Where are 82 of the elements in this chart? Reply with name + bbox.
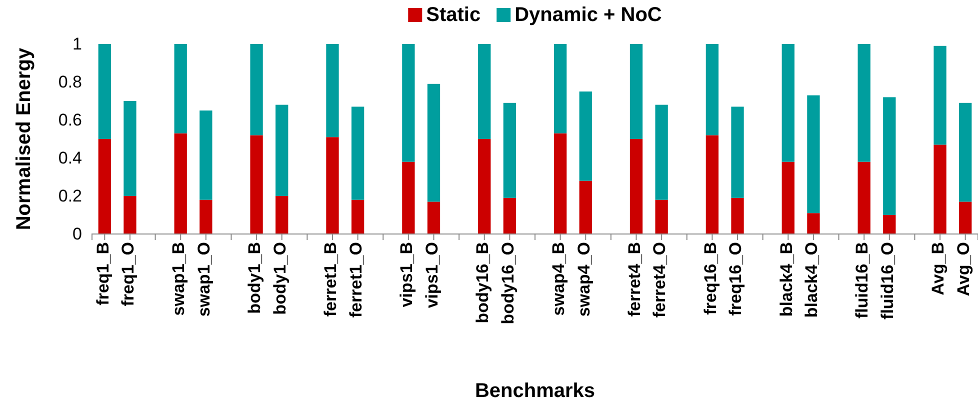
bar [706,44,719,136]
x-tick-label: vips1_O [422,242,442,308]
bar [326,137,339,234]
x-tick-label: fluid16_B [852,242,872,319]
bar [427,84,440,202]
bar [934,46,946,145]
x-tick-label: swap1_B [169,242,188,316]
bar [731,106,744,198]
bar [124,196,136,234]
bar [630,139,643,234]
bar [731,198,744,234]
bar [124,101,136,196]
x-tick-label: fluid16_O [878,242,898,320]
y-tick-label: 0.8 [58,72,82,92]
y-tick-label: 0.4 [58,148,82,168]
bar [554,133,567,234]
bar [655,200,668,234]
bar [174,133,187,234]
bar [807,95,820,214]
x-tick-label: freq1_O [118,242,138,306]
bar [883,215,896,234]
x-tick-label: body1_O [270,242,290,315]
bar [630,44,643,139]
bar [276,104,288,196]
bar [276,196,288,234]
bar [782,162,794,234]
bar [655,104,668,200]
bar [959,102,972,202]
bar [807,213,820,234]
bar [98,44,111,139]
x-tick-label: ferret1_B [321,242,340,317]
legend-label: Static [426,4,481,26]
bar [250,135,263,234]
bar [326,44,339,138]
bar [503,102,516,198]
y-axis-title: Normalised Energy [13,46,35,230]
x-tick-label: swap4_B [548,242,568,316]
x-tick-label: freq1_B [93,242,112,306]
bar [98,139,111,234]
x-tick-label: swap1_O [194,242,214,317]
x-tick-label: ferret4_B [624,242,644,317]
bar [351,200,364,234]
bar [351,106,364,200]
x-tick-label: vips1_B [397,242,416,308]
legend-label: Dynamic + NoC [514,4,662,26]
x-tick-label: ferret4_O [650,242,670,318]
x-tick-label: Avg_B [928,242,948,296]
bar [200,110,212,200]
bar [579,180,592,234]
bar [250,44,263,136]
bar [858,162,870,234]
bar [883,97,896,215]
bar [478,44,491,139]
bar [934,144,946,234]
bar [782,44,794,162]
x-tick-label: swap4_O [574,242,594,317]
bar [427,202,440,234]
x-axis-title: Benchmarks [474,380,596,402]
bar [579,92,592,181]
bar [200,200,212,234]
y-tick-label: 1 [72,34,82,54]
bar [478,139,491,234]
x-tick-label: ferret1_O [346,242,366,318]
bar [402,162,415,234]
x-tick-label: body1_B [245,242,264,314]
bar [174,44,187,134]
x-tick-label: body16_B [473,242,492,324]
y-tick-label: 0.6 [58,110,82,130]
x-tick-label: body16_O [498,242,518,324]
bar [554,44,567,134]
bar [503,198,516,234]
bar [706,135,719,234]
bar [959,202,972,234]
bar [858,44,870,162]
x-tick-label: freq16_O [726,242,746,316]
y-tick-label: 0 [72,224,82,244]
x-tick-label: freq16_B [700,242,720,315]
x-tick-label: black4_O [802,242,822,318]
x-tick-label: black4_B [776,242,796,317]
x-tick-label: Avg_O [954,242,973,296]
bar [402,44,415,162]
y-tick-label: 0.2 [58,186,82,206]
